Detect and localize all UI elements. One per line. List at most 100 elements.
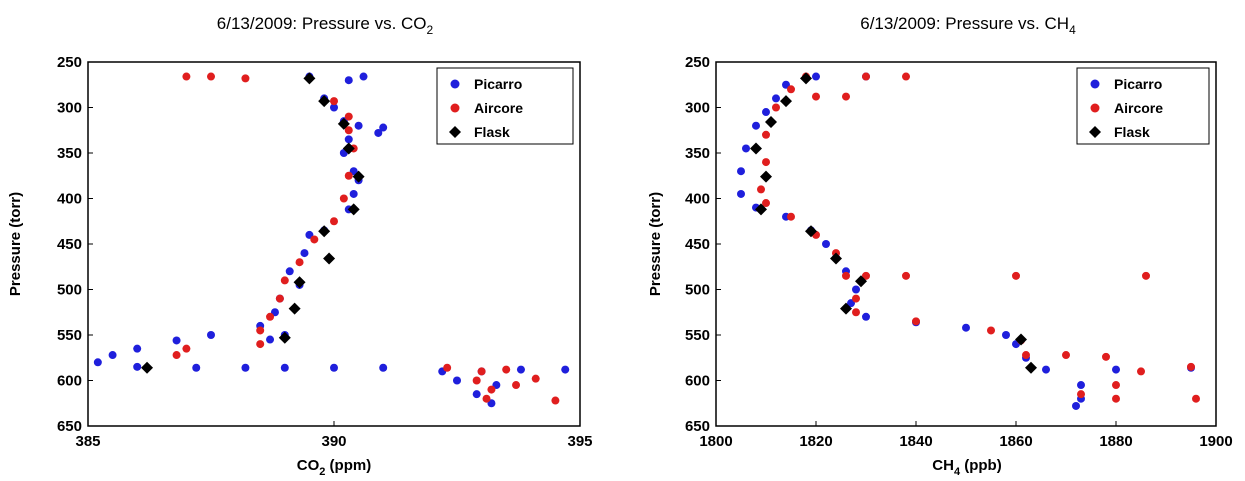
ch4-chart-title: 6/13/2009: Pressure vs. CH4: [860, 14, 1076, 37]
legend-aircore-label: Aircore: [1114, 100, 1163, 116]
picarro-point: [241, 364, 249, 372]
y-tick-label: 500: [685, 282, 710, 299]
y-tick-label: 500: [57, 282, 82, 299]
aircore-point: [266, 313, 274, 321]
aircore-point: [551, 397, 559, 405]
picarro-point: [1112, 366, 1120, 374]
y-tick-label: 400: [685, 191, 710, 208]
legend-aircore-marker: [1091, 104, 1100, 113]
aircore-point: [241, 74, 249, 82]
aircore-point: [787, 85, 795, 93]
picarro-point: [852, 286, 860, 294]
aircore-point: [207, 73, 215, 81]
aircore-point: [762, 131, 770, 139]
picarro-point: [192, 364, 200, 372]
picarro-point: [379, 364, 387, 372]
picarro-point: [266, 336, 274, 344]
y-tick-label: 550: [685, 327, 710, 344]
picarro-point: [345, 76, 353, 84]
aircore-point: [1187, 363, 1195, 371]
aircore-point: [1137, 367, 1145, 375]
aircore-point: [852, 308, 860, 316]
y-tick-label: 300: [685, 100, 710, 117]
y-tick-label: 450: [57, 236, 82, 253]
aircore-point: [1022, 351, 1030, 359]
ch4-legend: Picarro Aircore Flask: [1077, 68, 1209, 144]
aircore-point: [256, 340, 264, 348]
aircore-point: [345, 172, 353, 180]
picarro-point: [345, 135, 353, 143]
picarro-point: [360, 73, 368, 81]
x-tick-label: 1900: [1199, 433, 1232, 450]
co2-chart-title: 6/13/2009: Pressure vs. CO2: [217, 14, 434, 37]
aircore-point: [912, 317, 920, 325]
y-tick-label: 350: [57, 145, 82, 162]
aircore-point: [902, 73, 910, 81]
aircore-point: [473, 377, 481, 385]
aircore-point: [787, 213, 795, 221]
picarro-point: [374, 129, 382, 137]
aircore-point: [757, 185, 765, 193]
picarro-point: [737, 190, 745, 198]
co2-x-axis-label: CO2 (ppm): [297, 457, 371, 478]
picarro-point: [742, 144, 750, 152]
x-tick-label: 1840: [899, 433, 932, 450]
ch4-y-axis-label: Pressure (torr): [647, 192, 664, 296]
aircore-point: [330, 97, 338, 105]
picarro-point: [300, 249, 308, 257]
picarro-point: [94, 358, 102, 366]
aircore-point: [296, 258, 304, 266]
ch4-x-axis-label: CH4 (ppb): [932, 457, 1001, 478]
ch4-panel: 6/13/2009: Pressure vs. CH4 250 300 350 400…: [647, 14, 1233, 478]
picarro-point: [473, 390, 481, 398]
picarro-point: [453, 377, 461, 385]
aircore-point: [1192, 395, 1200, 403]
legend-aircore-label: Aircore: [474, 100, 523, 116]
aircore-point: [1112, 381, 1120, 389]
aircore-point: [276, 295, 284, 303]
co2-panel: 6/13/2009: Pressure vs. CO2 250300350400…: [7, 14, 593, 478]
aircore-point: [772, 104, 780, 112]
legend-flask-label: Flask: [474, 124, 510, 140]
aircore-point: [483, 395, 491, 403]
y-tick-label: 450: [685, 236, 710, 253]
picarro-point: [109, 351, 117, 359]
aircore-point: [812, 93, 820, 101]
legend-picarro-label: Picarro: [1114, 76, 1162, 92]
aircore-point: [502, 366, 510, 374]
x-tick-label: 1860: [999, 433, 1032, 450]
picarro-point: [173, 336, 181, 344]
picarro-point: [737, 167, 745, 175]
picarro-point: [281, 364, 289, 372]
legend-flask-label: Flask: [1114, 124, 1150, 140]
aircore-point: [443, 364, 451, 372]
aircore-point: [862, 73, 870, 81]
legend-picarro-marker: [1091, 80, 1100, 89]
aircore-point: [987, 326, 995, 334]
y-tick-label: 600: [57, 373, 82, 390]
picarro-point: [133, 363, 141, 371]
aircore-point: [512, 381, 520, 389]
picarro-point: [517, 366, 525, 374]
aircore-point: [852, 295, 860, 303]
aircore-point: [182, 345, 190, 353]
legend-picarro-label: Picarro: [474, 76, 522, 92]
picarro-point: [1002, 331, 1010, 339]
aircore-point: [1142, 272, 1150, 280]
aircore-point: [842, 272, 850, 280]
picarro-point: [355, 122, 363, 130]
picarro-point: [862, 313, 870, 321]
picarro-point: [286, 267, 294, 275]
y-tick-label: 400: [57, 191, 82, 208]
picarro-point: [1042, 366, 1050, 374]
x-tick-label: 1800: [699, 433, 732, 450]
aircore-point: [487, 386, 495, 394]
picarro-point: [822, 240, 830, 248]
y-tick-label: 350: [685, 145, 710, 162]
picarro-point: [207, 331, 215, 339]
aircore-point: [182, 73, 190, 81]
x-tick-label: 395: [567, 433, 592, 450]
co2-y-axis-label: Pressure (torr): [7, 192, 24, 296]
legend-aircore-marker: [451, 104, 460, 113]
